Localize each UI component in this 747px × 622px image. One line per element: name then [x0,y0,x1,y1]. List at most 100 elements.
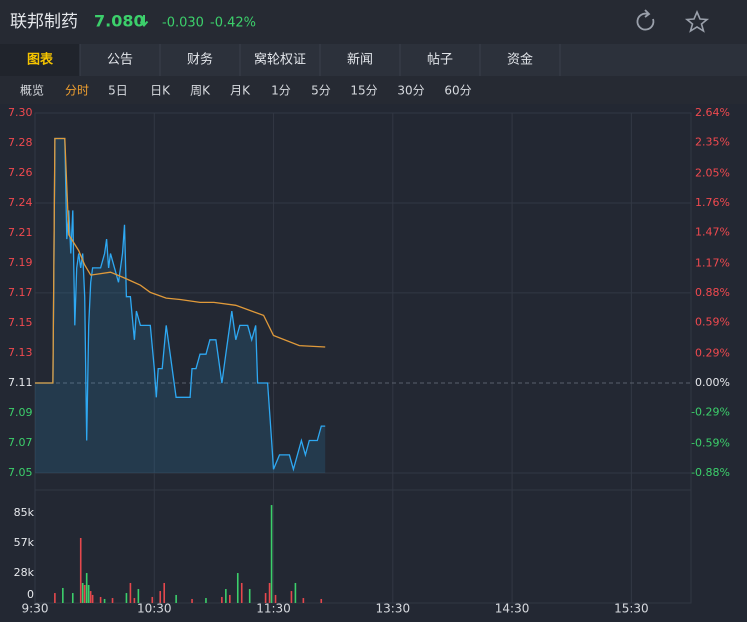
volume-bar [99,596,102,603]
price-change: -0.030 [162,16,204,31]
tab[interactable]: 财务 [187,52,213,68]
volume-bar [71,593,74,603]
volume-bar [268,582,271,603]
volume-bar [81,582,84,603]
refresh-icon [636,12,655,31]
volume-bar [205,598,207,603]
tab-bar [0,44,747,76]
volume-bar [175,594,177,603]
y2-tick-label: 2.64% [695,106,730,119]
x-tick-label: 11:30 [256,602,291,616]
volume-bar [320,598,323,603]
favorite-button[interactable] [684,9,710,33]
price: 7.080 [94,12,145,31]
volume-bar [79,537,82,603]
price-area [35,138,326,473]
volume-bar [89,591,92,603]
x-tick-label: 13:30 [376,602,411,616]
chart-area [0,104,747,622]
volume-bar [111,598,114,603]
y-tick-label: 7.28 [8,136,33,149]
volume-bar [270,505,273,603]
volume-bar [83,585,86,603]
volume-tick-label: 85k [14,506,35,519]
y-tick-label: 7.11 [8,376,33,389]
subtab[interactable]: 1分 [271,84,291,98]
volume-bar [125,593,128,603]
average-line [35,137,326,384]
y2-tick-label: -0.29% [691,406,730,419]
volume-bar [159,591,162,603]
price-change-pct: -0.42% [210,16,256,31]
subtabs: 概览 分时 5日 日K 周K 月K 1分 5分 15分 30分 60分 [20,83,472,98]
chart: 9:30 10:30 11:30 13:30 14:30 15:30 7.30 7.28 7.2… [8,106,730,616]
volume-bar [264,593,267,603]
refresh-arrow [644,9,651,18]
tab[interactable]: 帖子 [427,53,453,68]
subtab[interactable]: 分时 [65,84,89,98]
subtab[interactable]: 30分 [397,84,424,98]
volume-tick-label: 28k [14,566,35,579]
subtab[interactable]: 5日 [108,84,128,98]
tab[interactable]: 新闻 [347,52,373,68]
y2-tick-label: -0.88% [691,466,730,479]
y2-tick-label: 0.88% [695,286,730,299]
y2-tick-label: 2.35% [695,136,730,149]
volume-bar [151,596,154,603]
y2-tick-label: 1.47% [695,226,730,239]
volume-bar [221,596,223,603]
volume-bar [163,582,166,603]
y-tick-label: 7.09 [8,406,33,419]
volume-bar [133,598,136,603]
volume-bar [103,598,106,603]
volume-bar [236,573,239,603]
y-tick-label: 7.30 [8,106,33,119]
tab[interactable]: 公告 [107,53,133,68]
volume-bar [85,573,88,603]
tabs: 图表 公告 财务 窝轮权证 新闻 帖子 资金 [0,44,561,76]
volume-bar [294,582,297,603]
y-tick-label: 7.26 [8,166,33,179]
down-arrow [139,15,149,28]
x-tick-label: 15:30 [614,602,649,616]
y-tick-label: 7.19 [8,256,33,269]
subtab[interactable]: 15分 [350,84,377,98]
subtab[interactable]: 概览 [20,83,44,98]
volume-bar [54,593,56,603]
y-tick-label: 7.13 [8,346,33,359]
y-tick-label: 7.21 [8,226,33,239]
stock-name: 联邦制药 [10,12,78,32]
y-tick-label: 7.17 [8,286,33,299]
x-tick-label: 14:30 [495,602,530,616]
volume-bar [302,598,305,603]
volume-bar [91,594,94,603]
subtab[interactable]: 月K [230,84,251,98]
volume-bar [129,582,132,603]
tab[interactable]: 资金 [507,52,533,68]
x-tick-label: 9:30 [22,602,49,616]
tab[interactable]: 图表 [27,52,54,68]
subtab[interactable]: 周K [190,84,211,98]
y-tick-label: 7.07 [8,436,33,449]
volume-bar [248,589,251,603]
y2-tick-label: 0.29% [695,346,730,359]
subtab[interactable]: 日K [150,84,171,98]
tab-active-bg [0,44,80,76]
y2-tick-label: 1.17% [695,256,730,269]
volume-bar [87,585,90,603]
subtab[interactable]: 5分 [311,84,331,98]
y-tick-label: 7.24 [8,196,33,209]
volume-bar [225,589,227,603]
subtab[interactable]: 60分 [444,84,471,98]
refresh-button[interactable] [636,9,655,31]
volume-bar [62,587,64,603]
y2-tick-label: 0.00% [695,376,730,389]
x-tick-label: 10:30 [137,602,172,616]
tab[interactable]: 窝轮权证 [254,52,306,68]
y-tick-label: 7.05 [8,466,33,479]
y2-tick-label: -0.59% [691,436,730,449]
price-line [35,137,326,472]
y-tick-label: 7.15 [8,316,33,329]
